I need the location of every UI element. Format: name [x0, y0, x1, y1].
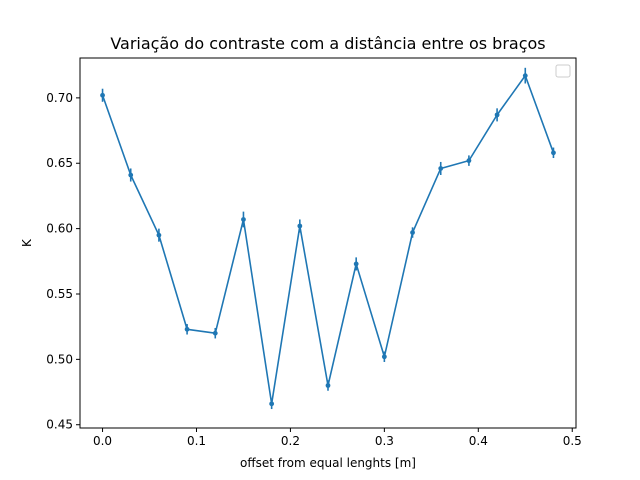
- data-point: [522, 73, 528, 79]
- y-tick-label: 0.50: [46, 352, 73, 366]
- y-tick-label: 0.45: [46, 418, 73, 432]
- x-tick-label: 0.1: [187, 434, 206, 448]
- y-axis-label: K: [20, 238, 34, 247]
- x-tick-label: 0.2: [281, 434, 300, 448]
- y-tick-label: 0.65: [46, 156, 73, 170]
- data-point: [241, 217, 246, 222]
- data-point: [269, 401, 275, 407]
- x-tick-label: 0.0: [93, 434, 112, 448]
- y-tick-label: 0.70: [46, 91, 73, 105]
- data-point: [128, 172, 134, 178]
- data-point: [184, 326, 190, 332]
- data-point: [466, 158, 472, 164]
- data-point: [297, 223, 303, 229]
- y-tick-label: 0.60: [46, 222, 73, 236]
- data-point: [100, 92, 105, 98]
- data-point: [212, 330, 218, 336]
- plot-area: [79, 57, 577, 429]
- x-tick-label: 0.3: [375, 434, 394, 448]
- axes-frame: [79, 57, 577, 429]
- data-point: [156, 232, 162, 238]
- x-axis-label: offset from equal lenghts [m]: [240, 456, 416, 470]
- x-axis: 0.0 0.1 0.2 0.3 0.4 0.5: [93, 428, 582, 448]
- data-point: [325, 383, 331, 388]
- x-tick-label: 0.4: [469, 434, 488, 448]
- y-axis: 0.45 0.50 0.55 0.60 0.65 0.70: [46, 91, 80, 432]
- data-point: [551, 150, 556, 156]
- data-point: [410, 230, 415, 235]
- data-point: [438, 166, 444, 171]
- data-point: [494, 112, 500, 118]
- data-point: [353, 261, 359, 267]
- chart-title: Variação do contraste com a distância en…: [110, 34, 545, 53]
- legend: [555, 64, 571, 78]
- data-point: [381, 354, 387, 360]
- y-tick-label: 0.55: [46, 287, 73, 301]
- x-tick-label: 0.5: [563, 434, 582, 448]
